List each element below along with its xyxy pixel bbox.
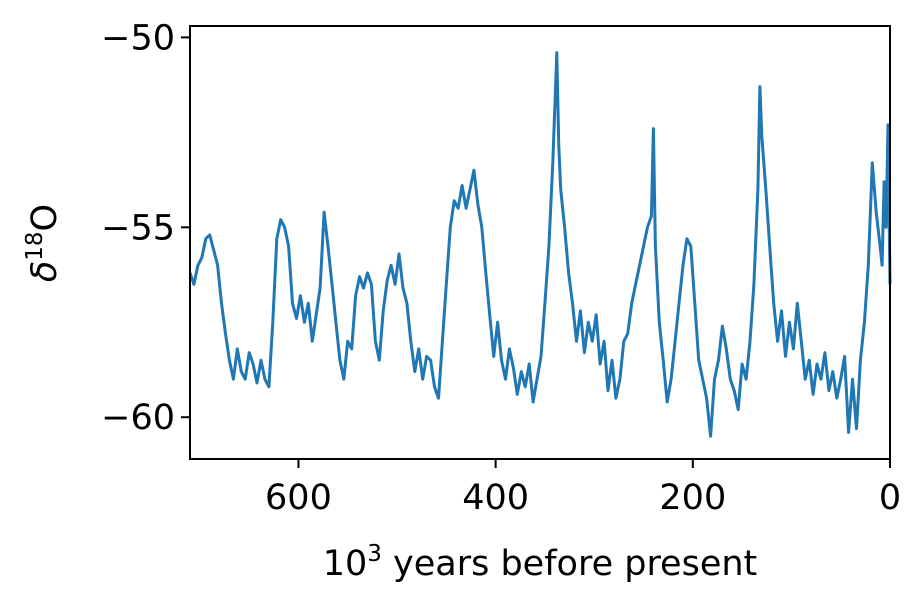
plot-background — [190, 26, 890, 459]
x-axis-label: 103 years before present — [323, 541, 758, 584]
y-axis-label-prefix: δ — [25, 261, 65, 282]
x-axis-label-sup: 3 — [367, 541, 382, 567]
y-axis-label-sup: 18 — [22, 231, 48, 260]
x-tick-label: 600 — [265, 478, 332, 518]
x-axis-ticks: 600 400 200 0 — [265, 459, 901, 518]
x-tick-label: 400 — [462, 478, 529, 518]
y-axis-label-rest: O — [25, 204, 65, 232]
series-layer — [188, 51, 892, 438]
y-tick-label: −60 — [101, 398, 175, 438]
series-line-0 — [188, 51, 892, 438]
y-axis-ticks: −50 −55 −60 — [101, 18, 190, 438]
y-tick-label: −50 — [101, 18, 175, 58]
x-tick-label: 200 — [659, 478, 726, 518]
x-axis-label-base: 10 — [323, 544, 368, 584]
x-tick-label: 0 — [879, 478, 901, 518]
y-axis-label: δ18O — [22, 204, 65, 282]
plot-frame — [189, 25, 891, 460]
y-tick-label: −55 — [101, 208, 175, 248]
x-axis-label-rest: years before present — [382, 544, 757, 584]
